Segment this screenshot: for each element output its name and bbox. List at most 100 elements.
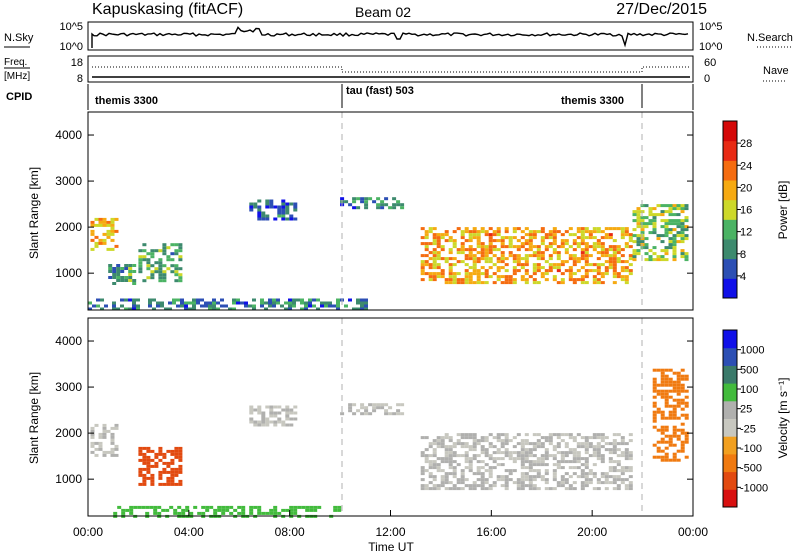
velocity-cell-441	[504, 484, 509, 488]
velocity-cell-943	[173, 511, 178, 515]
power-cell-708	[600, 245, 605, 249]
velocity-cell-310	[456, 454, 461, 458]
velocity-cell-164	[285, 405, 290, 409]
power-cell-851	[652, 246, 657, 250]
power-cell-769	[624, 227, 629, 231]
velocity-cell-835	[668, 380, 673, 384]
velocity-cell-784	[656, 389, 661, 393]
velocity-cell-241	[432, 454, 437, 458]
velocity-cell-216	[420, 478, 425, 482]
power-cell-311	[452, 239, 457, 243]
velocity-cell-481	[520, 487, 525, 491]
power-cell-130	[174, 252, 179, 256]
power-cell-608	[564, 230, 569, 234]
power-cell-698	[596, 257, 601, 261]
velocity-cell-594	[564, 454, 569, 458]
power-cell-222	[396, 200, 401, 204]
power-cell-593	[556, 254, 561, 258]
power-cell-472	[508, 275, 513, 279]
velocity-cell-750	[624, 466, 629, 470]
velocity-cell-243	[432, 463, 437, 467]
power-cell-995	[192, 307, 196, 311]
velocity-cell-117	[178, 452, 183, 456]
power-cell-918	[680, 204, 685, 208]
power-cell-546	[536, 266, 541, 270]
velocity-cell-729	[616, 463, 621, 467]
power-cell-611	[564, 248, 569, 252]
velocity-cell-495	[528, 442, 533, 446]
power-cell-112	[162, 249, 167, 253]
power-cell-394	[480, 248, 485, 252]
velocity-cell-238	[432, 442, 437, 446]
velocity-cell-927	[141, 505, 146, 509]
velocity-cell-791	[656, 449, 661, 453]
velocity-cell-837	[668, 389, 673, 393]
power-cell-304	[448, 266, 453, 270]
power-cell-832	[644, 252, 649, 256]
velocity-cell-210	[420, 436, 425, 440]
xtick-label-0: 00:00	[73, 525, 103, 539]
velocity-cell-593	[564, 451, 569, 455]
power-cell-418	[488, 245, 493, 249]
power-cell-206	[364, 203, 369, 207]
power-cell-584	[552, 248, 557, 252]
velocity-cell-820	[664, 395, 669, 399]
velocity-cell-294	[448, 481, 453, 485]
power-cell-798	[632, 258, 637, 262]
velocity-cell-790	[656, 446, 661, 450]
power-cell-513	[524, 263, 529, 267]
velocity-cell-261	[440, 442, 445, 446]
power-cell-997	[196, 301, 200, 305]
power-cell-93	[150, 264, 155, 268]
power-colorbar-swatch-2	[723, 239, 737, 260]
velocity-cell-739	[620, 454, 625, 458]
power-cell-214	[380, 203, 385, 207]
power-cell-67	[128, 279, 133, 282]
power-cell-409	[484, 269, 489, 273]
velocity-cell-501	[528, 466, 533, 470]
power-cell-917	[676, 240, 681, 244]
power-cell-181	[285, 205, 290, 209]
power-cell-989	[184, 307, 188, 311]
power-cell-998	[200, 298, 204, 302]
velocity-cell-759	[628, 457, 633, 461]
power-cell-25	[106, 232, 111, 236]
power-cell-169	[277, 205, 282, 209]
power-cell-1058	[308, 301, 312, 305]
power-cell-95	[150, 273, 155, 277]
velocity-cell-401	[488, 484, 493, 488]
velocity-cell-1003	[281, 508, 286, 512]
velocity-cell-348	[472, 433, 477, 437]
velocity-cell-1002	[277, 511, 282, 515]
power-cell-329	[460, 236, 465, 240]
velocity-cell-289	[448, 457, 453, 461]
velocity-cell-206	[396, 409, 401, 413]
power-cell-110	[162, 243, 167, 247]
power-cell-818	[640, 228, 645, 232]
velocity-cell-298	[452, 451, 457, 455]
velocity-cell-941	[169, 505, 174, 509]
power-cell-788	[628, 272, 633, 276]
power-cell-898	[672, 222, 677, 226]
velocity-cell-695	[604, 442, 609, 446]
power-cell-50	[116, 270, 121, 273]
power-cell-1045	[288, 304, 292, 308]
velocity-cell-486	[524, 451, 529, 455]
velocity-cell-39	[138, 449, 143, 453]
power-cell-975	[160, 301, 164, 305]
power-cell-885	[668, 213, 673, 217]
velocity-cell-399	[488, 472, 493, 476]
velocity-cell-29	[110, 441, 115, 445]
power-cell-1050	[296, 298, 300, 302]
velocity-cell-856	[672, 410, 677, 414]
velocity-cell-832	[664, 458, 669, 462]
power-cell-133	[174, 270, 179, 274]
velocity-cell-669	[592, 463, 597, 467]
power-cell-1029	[260, 304, 264, 308]
velocity-cell-709	[608, 475, 613, 479]
power-cell-1087	[364, 301, 368, 305]
velocity-cell-1020	[309, 508, 314, 512]
ytick-label-1-2: 3000	[55, 380, 82, 394]
power-cell-1069	[328, 304, 332, 308]
velocity-cell-673	[596, 433, 601, 437]
